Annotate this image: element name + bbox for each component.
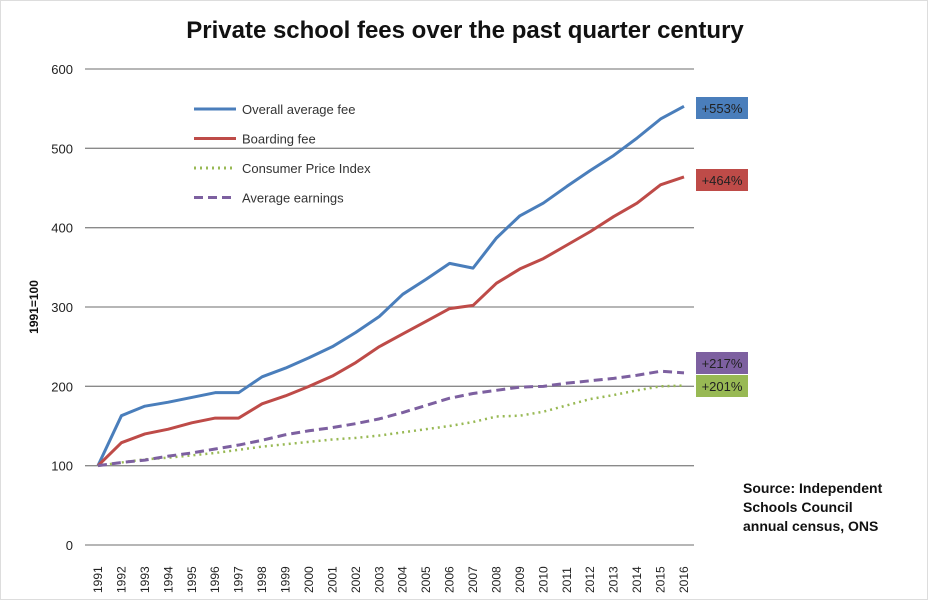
x-tick-label: 2000 — [302, 566, 316, 593]
x-tick-label: 2003 — [372, 566, 386, 593]
source-line: Source: Independent — [743, 480, 883, 496]
y-tick-label: 500 — [51, 141, 73, 156]
legend-label: Average earnings — [242, 191, 344, 206]
y-tick-label: 200 — [51, 379, 73, 394]
x-tick-label: 1993 — [138, 566, 152, 593]
legend-label: Boarding fee — [242, 132, 316, 147]
x-tick-label: 1992 — [114, 566, 128, 593]
end-label-box — [696, 169, 748, 191]
end-label-box — [696, 352, 748, 374]
x-tick-label: 2012 — [583, 566, 597, 593]
x-tick-label: 2005 — [419, 566, 433, 593]
x-tick-label: 1995 — [185, 566, 199, 593]
x-tick-label: 2015 — [654, 566, 668, 593]
x-tick-label: 2007 — [466, 566, 480, 593]
x-tick-label: 2002 — [349, 566, 363, 593]
series-line-overall-average-fee — [96, 104, 685, 467]
y-tick-label: 300 — [51, 300, 73, 315]
x-tick-label: 2016 — [677, 566, 691, 593]
end-label-box — [696, 97, 748, 119]
y-tick-label: 100 — [51, 459, 73, 474]
chart-title: Private school fees over the past quarte… — [186, 17, 744, 44]
x-tick-label: 1999 — [279, 566, 293, 593]
x-tick-label: 2010 — [536, 566, 550, 593]
end-label-box — [696, 375, 748, 397]
end-label: +464% — [702, 173, 743, 188]
y-axis-label: 1991=100 — [27, 280, 41, 334]
x-tick-label: 1991 — [91, 566, 105, 593]
end-label: +553% — [702, 101, 743, 116]
end-label: +217% — [702, 356, 743, 371]
x-tick-label: 1996 — [208, 566, 222, 593]
series-line-consumer-price-index — [97, 384, 685, 467]
source-line: Schools Council — [743, 499, 853, 515]
series-line-average-earnings — [97, 369, 685, 468]
y-tick-label: 0 — [66, 538, 73, 553]
series-line-boarding-fee — [96, 175, 685, 467]
x-tick-label: 2008 — [489, 566, 503, 593]
x-tick-label: 2011 — [560, 567, 574, 593]
end-label: +201% — [702, 379, 743, 394]
y-tick-label: 400 — [51, 221, 73, 236]
source-line: annual census, ONS — [743, 518, 879, 534]
x-tick-label: 2006 — [443, 566, 457, 593]
x-tick-label: 2014 — [630, 566, 644, 593]
x-tick-label: 1997 — [232, 566, 246, 593]
x-tick-label: 1994 — [161, 566, 175, 593]
y-tick-label: 600 — [51, 62, 73, 77]
legend-label: Consumer Price Index — [242, 161, 371, 176]
x-tick-label: 2004 — [396, 566, 410, 593]
x-tick-label: 1998 — [255, 566, 269, 593]
x-tick-label: 2001 — [325, 566, 339, 593]
x-tick-label: 2013 — [607, 566, 621, 593]
legend-label: Overall average fee — [242, 102, 355, 117]
x-tick-label: 2009 — [513, 566, 527, 593]
source-note: Source: Independent Schools Council annu… — [743, 479, 882, 536]
